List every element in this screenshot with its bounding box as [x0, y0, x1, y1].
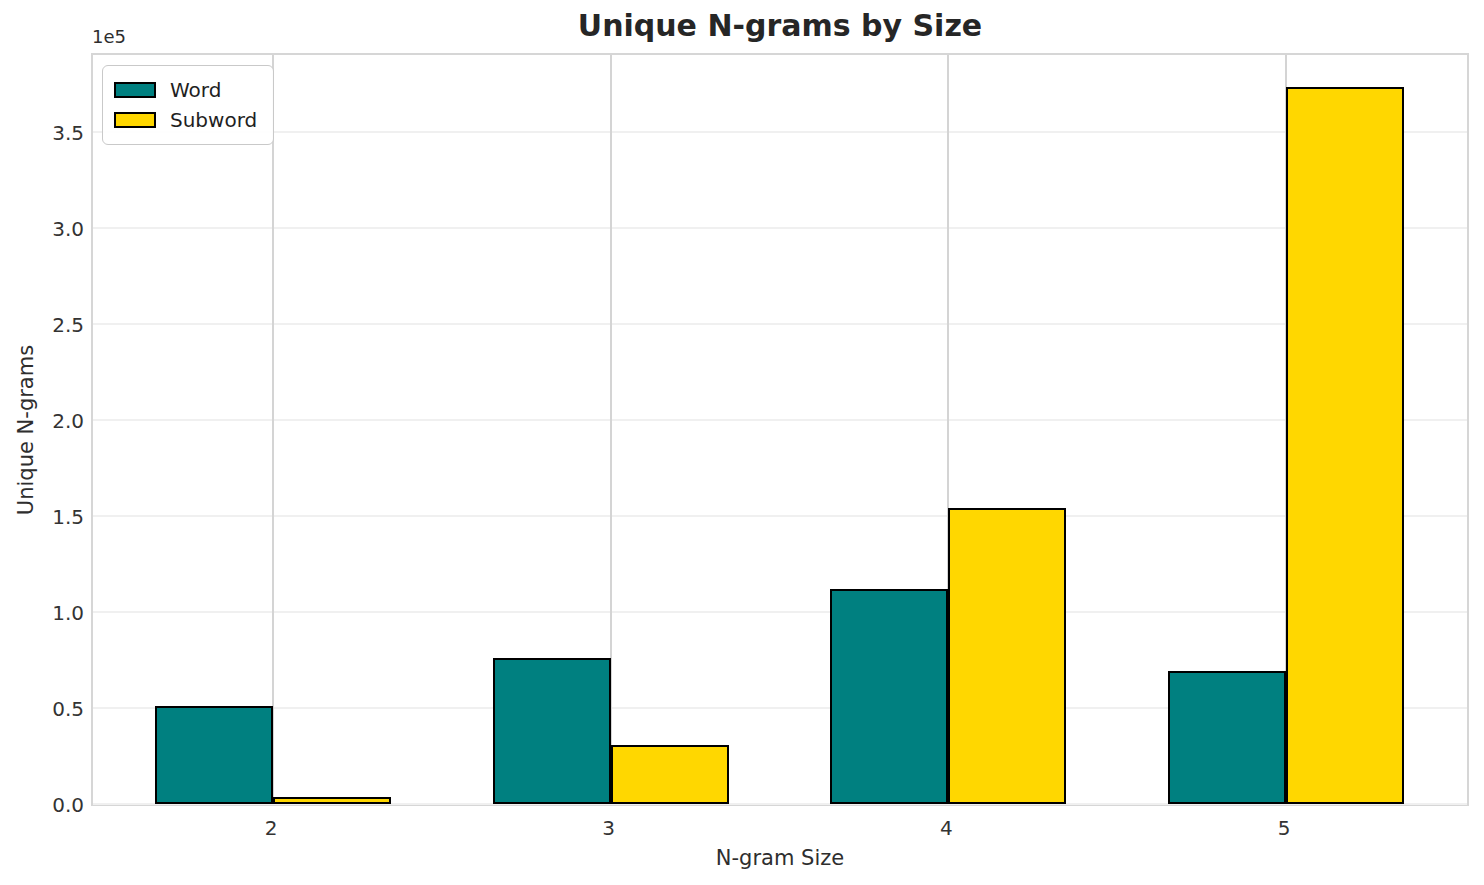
- y-tick-label: 3.0: [0, 217, 84, 241]
- legend: Word Subword: [102, 65, 274, 145]
- legend-swatch-subword: [114, 112, 156, 128]
- y-tick-label: 2.0: [0, 409, 84, 433]
- legend-item-word: Word: [114, 75, 257, 105]
- h-gridline: [93, 611, 1467, 613]
- bar-word-5: [1168, 671, 1286, 804]
- y-tick-label: 1.5: [0, 505, 84, 529]
- bar-word-2: [155, 706, 273, 804]
- x-tick-label: 2: [211, 816, 331, 840]
- h-gridline: [93, 419, 1467, 421]
- figure: Unique N-grams by Size 1e5 Word Subword …: [0, 0, 1484, 885]
- y-axis-offset-label: 1e5: [92, 26, 126, 47]
- legend-swatch-word: [114, 82, 156, 98]
- bar-subword-3: [611, 745, 729, 804]
- x-axis-label: N-gram Size: [91, 846, 1469, 870]
- v-gridline: [272, 55, 274, 804]
- y-tick-label: 3.5: [0, 121, 84, 145]
- bar-subword-4: [948, 508, 1066, 804]
- h-gridline: [93, 131, 1467, 133]
- h-gridline: [93, 227, 1467, 229]
- y-tick-label: 2.5: [0, 313, 84, 337]
- h-gridline: [93, 515, 1467, 517]
- y-tick-label: 0.5: [0, 697, 84, 721]
- y-axis-label: Unique N-grams: [14, 345, 38, 515]
- x-tick-label: 5: [1224, 816, 1344, 840]
- y-tick-label: 1.0: [0, 601, 84, 625]
- legend-label-word: Word: [170, 78, 221, 102]
- y-tick-label: 0.0: [0, 793, 84, 817]
- h-gridline: [93, 323, 1467, 325]
- bar-subword-5: [1286, 87, 1404, 804]
- plot-area: Word Subword: [91, 53, 1469, 806]
- bar-word-3: [493, 658, 611, 804]
- bar-subword-2: [273, 797, 391, 804]
- x-tick-label: 3: [549, 816, 669, 840]
- chart-title: Unique N-grams by Size: [91, 8, 1469, 43]
- bar-word-4: [830, 589, 948, 804]
- legend-label-subword: Subword: [170, 108, 257, 132]
- legend-item-subword: Subword: [114, 105, 257, 135]
- x-tick-label: 4: [886, 816, 1006, 840]
